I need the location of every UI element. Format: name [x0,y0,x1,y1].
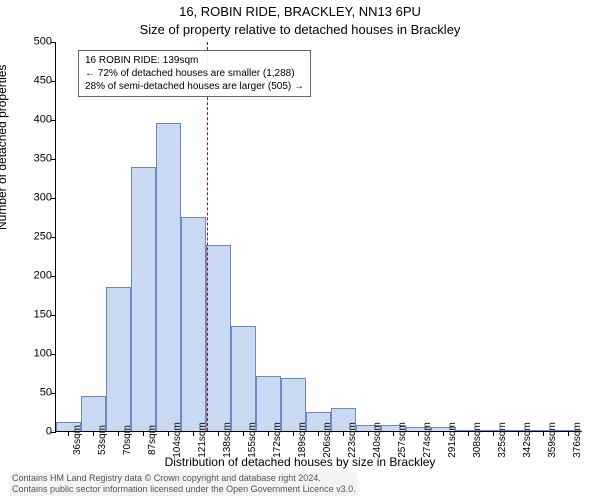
x-tick-mark [243,431,244,436]
plot-area: 16 ROBIN RIDE: 139sqm ← 72% of detached … [55,42,580,432]
chart-title: Size of property relative to detached ho… [0,22,600,37]
x-tick-mark [518,431,519,436]
x-tick-mark [343,431,344,436]
x-tick-mark [443,431,444,436]
x-tick-mark [493,431,494,436]
x-tick-mark [143,431,144,436]
annotation-line-2: ← 72% of detached houses are smaller (1,… [85,67,304,80]
histogram-bar [181,217,206,432]
x-tick-label: 376sqm [572,422,583,458]
x-tick-label: 308sqm [472,422,483,458]
y-tick-label: 150 [12,310,52,321]
x-tick-label: 274sqm [422,422,433,458]
x-tick-label: 342sqm [522,422,533,458]
y-tick-label: 300 [12,193,52,204]
y-tick-label: 350 [12,154,52,165]
x-tick-mark [268,431,269,436]
attribution-line-2: Contains public sector information licen… [12,484,356,495]
annotation-line-3: 28% of semi-detached houses are larger (… [85,80,304,93]
x-tick-label: 206sqm [322,422,333,458]
x-tick-mark [293,431,294,436]
x-tick-label: 325sqm [497,422,508,458]
x-tick-mark [393,431,394,436]
annotation-box: 16 ROBIN RIDE: 139sqm ← 72% of detached … [78,50,311,97]
attribution-line-1: Contains HM Land Registry data © Crown c… [12,473,356,484]
reference-line [207,42,208,431]
y-tick-label: 50 [12,388,52,399]
histogram-bar [106,287,131,431]
x-tick-mark [193,431,194,436]
x-tick-mark [93,431,94,436]
histogram-bar [206,245,231,431]
attribution-text: Contains HM Land Registry data © Crown c… [10,472,358,496]
x-tick-mark [118,431,119,436]
x-tick-mark [468,431,469,436]
x-tick-label: 172sqm [272,422,283,458]
x-tick-label: 70sqm [122,425,133,455]
y-axis-label: Number of detached properties [0,65,9,230]
x-tick-label: 36sqm [72,425,83,455]
x-tick-mark [568,431,569,436]
y-tick-label: 0 [12,427,52,438]
y-tick-label: 200 [12,271,52,282]
x-tick-label: 240sqm [372,422,383,458]
x-tick-label: 257sqm [397,422,408,458]
x-tick-mark [168,431,169,436]
x-tick-label: 104sqm [172,422,183,458]
histogram-bar [231,326,256,431]
histogram-bar [156,123,181,431]
annotation-line-1: 16 ROBIN RIDE: 139sqm [85,54,304,67]
x-tick-mark [318,431,319,436]
x-tick-label: 155sqm [247,422,258,458]
x-tick-mark [543,431,544,436]
histogram-bar [131,167,156,431]
x-tick-mark [68,431,69,436]
chart-container: 16, ROBIN RIDE, BRACKLEY, NN13 6PU Size … [0,0,600,500]
x-tick-label: 359sqm [547,422,558,458]
x-tick-mark [418,431,419,436]
x-tick-label: 291sqm [447,422,458,458]
x-tick-label: 223sqm [347,422,358,458]
address-title: 16, ROBIN RIDE, BRACKLEY, NN13 6PU [0,4,600,19]
x-tick-label: 121sqm [197,422,208,458]
x-tick-label: 189sqm [297,422,308,458]
x-tick-label: 87sqm [147,425,158,455]
x-tick-label: 53sqm [97,425,108,455]
y-tick-label: 400 [12,115,52,126]
x-tick-mark [218,431,219,436]
y-tick-label: 100 [12,349,52,360]
y-tick-label: 450 [12,76,52,87]
y-tick-label: 250 [12,232,52,243]
x-tick-label: 138sqm [222,422,233,458]
y-tick-label: 500 [12,37,52,48]
x-tick-mark [368,431,369,436]
